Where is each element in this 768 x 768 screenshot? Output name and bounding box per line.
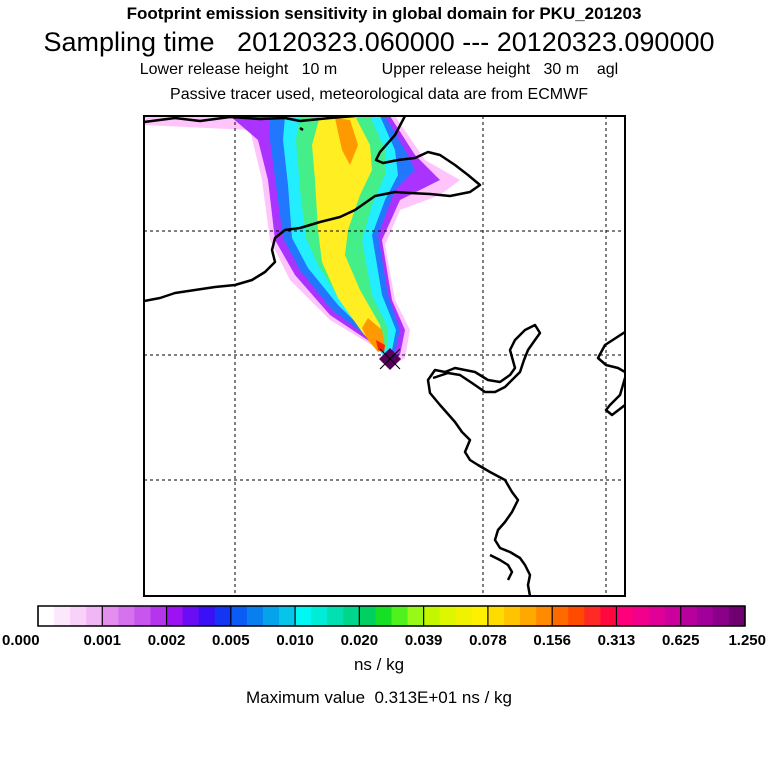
colorbar-units: ns / kg <box>353 655 405 674</box>
colorbar-swatch <box>150 606 168 626</box>
title-line-1: Footprint emission sensitivity in global… <box>126 4 642 23</box>
colorbar-swatch <box>487 606 505 626</box>
colorbar-tick-label: 0.002 <box>148 632 186 649</box>
colorbar-swatch <box>166 606 184 626</box>
colorbar-swatch <box>552 606 569 626</box>
colorbar-swatch <box>632 606 650 626</box>
colorbar-swatch <box>584 606 601 626</box>
colorbar-swatch <box>230 606 248 626</box>
colorbar-swatch <box>38 606 55 626</box>
colorbar-swatch <box>728 606 746 626</box>
colorbar-tick-label: 0.000 <box>2 632 40 649</box>
plume-layer-yellow <box>312 116 384 350</box>
colorbar-swatch <box>86 606 103 626</box>
colorbar-swatch <box>70 606 87 626</box>
color-bar: 0.000 0.001 0.002 0.005 0.010 0.020 0.039 0.078… <box>2 605 766 649</box>
colorbar-swatch <box>214 606 232 626</box>
colorbar-swatch <box>343 606 360 626</box>
colorbar-swatch <box>311 606 328 626</box>
colorbar-swatch <box>262 606 280 626</box>
colorbar-swatch <box>616 606 634 626</box>
colorbar-swatch <box>471 606 489 626</box>
colorbar-swatch <box>391 606 409 626</box>
colorbar-tick-label: 0.156 <box>533 632 571 649</box>
colorbar-border <box>37 605 746 627</box>
release-point-marker <box>379 348 401 370</box>
colorbar-tick-label: 0.020 <box>341 632 379 649</box>
colorbar-swatch <box>134 606 151 626</box>
colorbar-tick-label: 0.313 <box>598 632 636 649</box>
colorbar-swatch <box>198 606 216 626</box>
colorbar-swatch <box>696 606 714 626</box>
plume-layer-orange <box>335 118 385 352</box>
colorbar-swatch <box>327 606 344 626</box>
colorbar-swatch <box>712 606 730 626</box>
colorbar-swatch <box>246 606 264 626</box>
colorbar-swatch <box>182 606 200 626</box>
colorbar-swatch <box>359 606 376 626</box>
colorbar-tick-label: 1.250 <box>728 632 766 649</box>
title-release-heights: Lower release height 10 m Upper release … <box>139 61 619 78</box>
maximum-value-label: Maximum value 0.313E+01 ns / kg <box>246 688 512 707</box>
colorbar-swatch <box>568 606 585 626</box>
colorbar-tick-label: 0.625 <box>662 632 700 649</box>
colorbar-swatch <box>423 606 441 626</box>
colorbar-swatch <box>648 606 666 626</box>
colorbar-swatch <box>455 606 473 626</box>
title-sampling-time: Sampling time 20120323.060000 --- 201203… <box>43 27 715 57</box>
plume-layer-red <box>376 340 385 352</box>
colorbar-tick-label: 0.005 <box>212 632 250 649</box>
colorbar-swatch <box>375 606 392 626</box>
colorbar-tick-label: 0.039 <box>405 632 443 649</box>
coastlines <box>144 116 625 596</box>
colorbar-swatch <box>439 606 457 626</box>
colorbar-swatch <box>664 606 682 626</box>
colorbar-swatch <box>503 606 521 626</box>
plume-footprint <box>144 116 460 366</box>
colorbar-swatch <box>520 606 537 626</box>
colorbar-swatch <box>600 606 617 626</box>
colorbar-swatch <box>295 606 312 626</box>
colorbar-tick-label: 0.078 <box>469 632 507 649</box>
map-frame <box>143 115 626 597</box>
colorbar-swatch <box>407 606 425 626</box>
title-tracer-info: Passive tracer used, meteorological data… <box>170 86 588 103</box>
colorbar-swatch <box>536 606 553 626</box>
colorbar-tick-label: 0.001 <box>83 632 121 649</box>
colorbar-swatch <box>118 606 135 626</box>
colorbar-swatch <box>102 606 119 626</box>
colorbar-swatch <box>54 606 71 626</box>
colorbar-swatch <box>279 606 296 626</box>
colorbar-swatch <box>680 606 698 626</box>
colorbar-tick-label: 0.010 <box>276 632 314 649</box>
